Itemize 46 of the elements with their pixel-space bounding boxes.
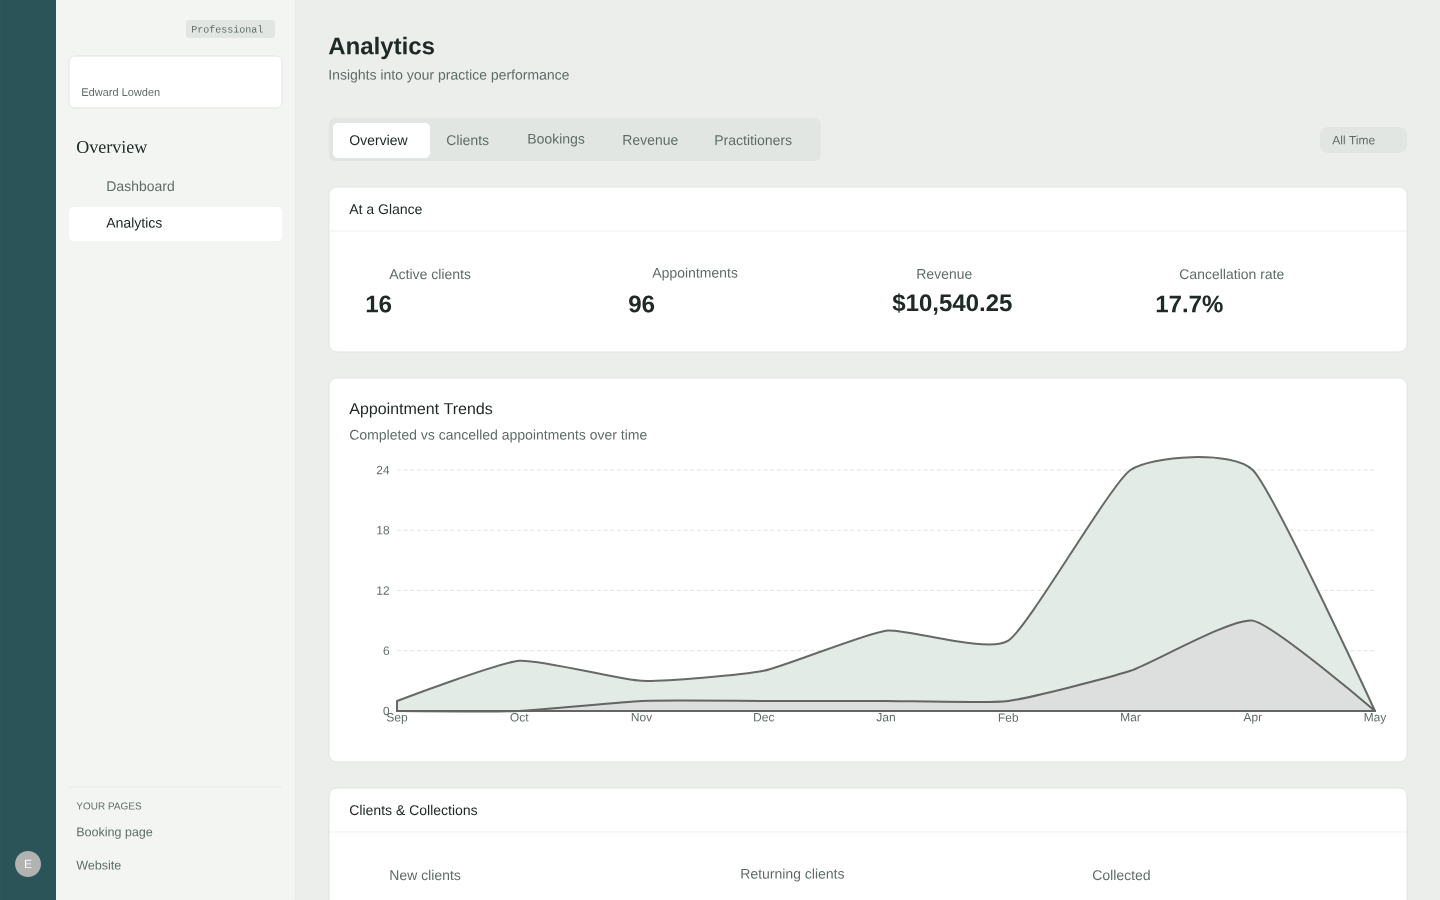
text: Collected [1092, 869, 1150, 881]
text: Bookings [528, 133, 585, 147]
x-tick-label: Jan [876, 713, 895, 722]
text: Appointments [652, 267, 738, 281]
text: Overview [349, 134, 408, 146]
text: E [24, 859, 32, 869]
x-tick-label: Feb [998, 713, 1019, 722]
y-tick-label: 18 [377, 525, 390, 535]
text: Active clients [389, 268, 471, 280]
text: YOUR PAGES [76, 802, 142, 810]
x-tick-label: Sep [386, 713, 408, 724]
text: Revenue [623, 135, 678, 145]
text: 16 [366, 295, 392, 313]
text: Professional [192, 25, 263, 33]
chart-title: Appointment Trends [349, 402, 493, 418]
text: Clients & Collections [349, 804, 478, 816]
text: Clients [446, 134, 489, 146]
chart-subtitle: Completed vs cancelled appointments over time [349, 429, 647, 443]
text: Practitioners [715, 134, 792, 146]
x-tick-label: Dec [754, 713, 775, 722]
text: New clients [390, 869, 461, 881]
y-tick-label: 0 [383, 706, 390, 716]
text: Cancellation rate [1179, 268, 1284, 280]
text: Website [76, 860, 121, 870]
text: Analytics [106, 217, 162, 231]
x-tick-label: Mar [1121, 713, 1141, 722]
text: $10,540.25 [892, 293, 1012, 315]
text: Insights into your practice performance [329, 69, 569, 83]
text: 96 [629, 295, 655, 313]
text: At a Glance [349, 203, 422, 215]
text: Returning clients [741, 868, 844, 882]
text: Edward Lowden [82, 87, 160, 97]
y-tick-label: 6 [383, 646, 390, 655]
text: Overview [77, 140, 148, 154]
x-tick-label: May [1364, 713, 1387, 724]
text: All Time [1332, 135, 1375, 145]
text: Revenue [917, 269, 972, 279]
text: Analytics [328, 36, 434, 60]
text: Dashboard [107, 180, 174, 192]
x-tick-label: Oct [510, 713, 529, 722]
y-tick-label: 12 [377, 586, 390, 595]
x-tick-label: Apr [1243, 713, 1262, 724]
x-tick-label: Nov [631, 713, 653, 722]
y-tick-label: 24 [376, 465, 390, 475]
text: Booking page [77, 827, 153, 839]
text: 17.7% [1156, 295, 1223, 313]
